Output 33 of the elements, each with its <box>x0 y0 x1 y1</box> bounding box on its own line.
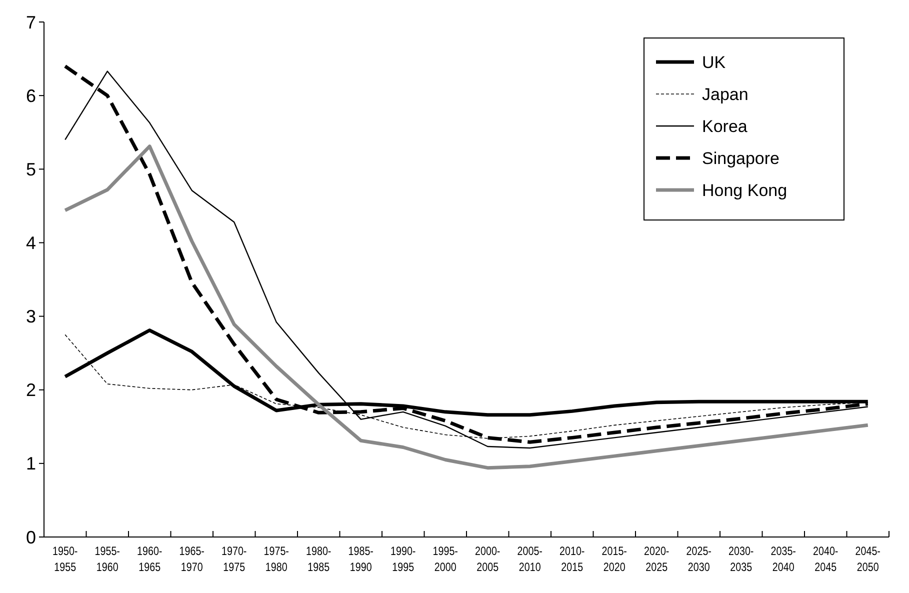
y-tick-label: 0 <box>26 527 36 548</box>
legend-label: Japan <box>702 84 748 104</box>
y-tick-label: 7 <box>26 12 36 32</box>
x-tick-label: 2025-2030 <box>686 545 712 574</box>
x-tick-label: 2015-2020 <box>602 545 628 574</box>
x-tick-label: 1990-1995 <box>390 545 416 574</box>
legend-label: Hong Kong <box>702 180 788 200</box>
x-tick-label: 2045-2050 <box>855 545 881 574</box>
x-tick-label: 2010-2015 <box>560 545 586 574</box>
y-tick-label: 4 <box>26 233 36 254</box>
x-tick-label: 2030-2035 <box>728 545 754 574</box>
x-tick-label: 2035-2040 <box>770 545 796 574</box>
legend-label: Korea <box>702 116 748 136</box>
x-tick-label: 1955-1960 <box>94 545 120 574</box>
x-tick-label: 2040-2045 <box>813 545 839 574</box>
x-tick-label: 1950-1955 <box>52 545 78 574</box>
x-tick-label: 1970-1975 <box>222 545 248 574</box>
x-tick-label: 2020-2025 <box>644 545 670 574</box>
x-tick-label: 1985-1990 <box>348 545 374 574</box>
x-tick-label: 1975-1980 <box>264 545 290 574</box>
x-tick-label: 2000-2005 <box>475 545 501 574</box>
legend-label: UK <box>702 52 726 72</box>
x-tick-label: 1965-1970 <box>179 545 205 574</box>
x-tick-label: 2005-2010 <box>517 545 543 574</box>
x-tick-label: 1960-1965 <box>137 545 163 574</box>
legend-label: Singapore <box>702 148 780 168</box>
y-tick-label: 2 <box>26 380 36 400</box>
y-tick-label: 3 <box>26 306 36 327</box>
x-tick-label: 1980-1985 <box>306 545 332 574</box>
y-tick-label: 6 <box>26 86 36 106</box>
y-tick-label: 5 <box>26 159 36 180</box>
x-tick-label: 1995-2000 <box>432 545 458 574</box>
y-tick-label: 1 <box>26 454 36 474</box>
